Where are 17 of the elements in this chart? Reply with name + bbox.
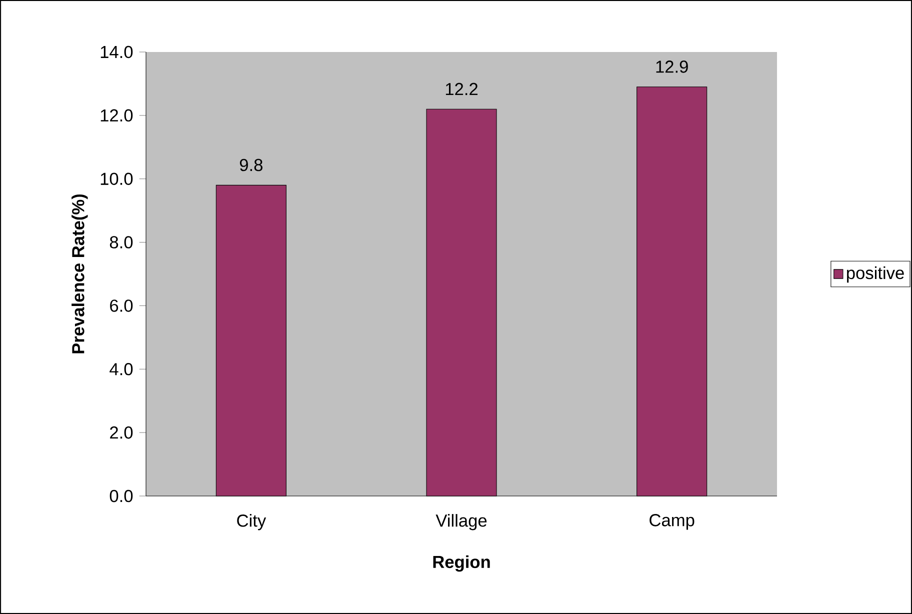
y-axis-title: Prevalence Rate(%) [72,194,88,354]
x-tick-label: Camp [650,514,694,530]
x-tick-label: Village [436,514,487,530]
y-tick-label: 0.0 [110,490,133,502]
legend-label: positive [847,266,904,283]
y-tick-label: 10.0 [100,172,133,185]
data-label: 9.8 [240,158,262,172]
y-tick-label: 12.0 [100,109,133,122]
x-axis-title: Region [433,555,490,572]
y-tick-label: 4.0 [110,363,133,376]
y-tick-label: 2.0 [110,426,133,439]
data-label: 12.9 [656,60,688,73]
y-tick-label: 8.0 [110,236,133,248]
data-label: 12.2 [446,82,478,96]
y-tick-label: 6.0 [110,300,133,312]
x-tick-label: City [237,514,266,530]
y-tick-label: 14.0 [100,46,133,58]
